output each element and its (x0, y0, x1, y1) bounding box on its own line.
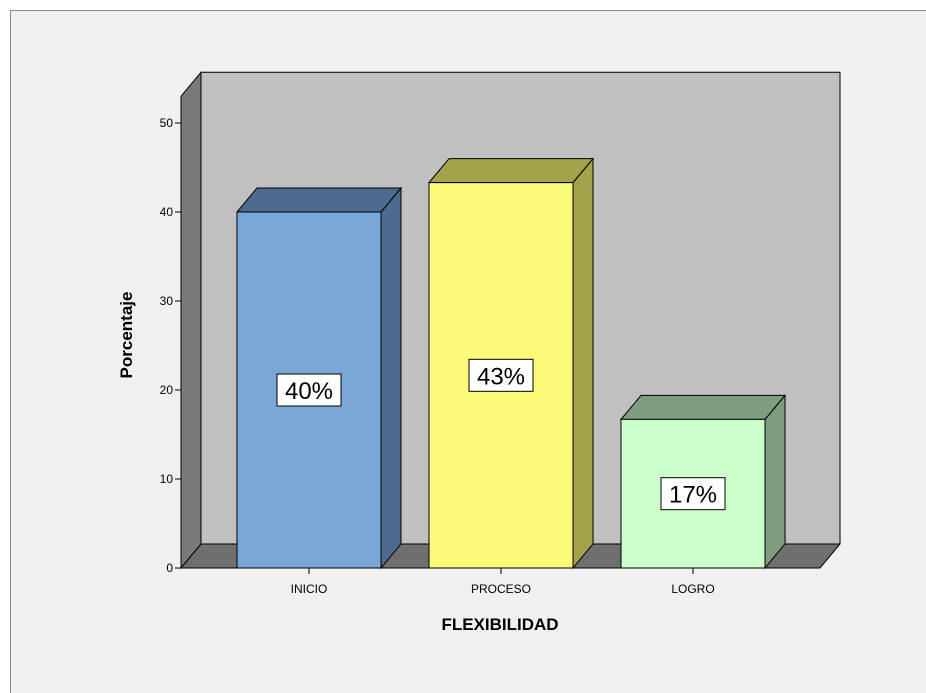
data-label-text: 43% (477, 363, 525, 390)
y-tick-label: 10 (160, 472, 174, 486)
x-tick-label: LOGRO (671, 582, 714, 596)
y-axis-title: Porcentaje (117, 292, 136, 379)
x-tick-label: INICIO (291, 582, 328, 596)
data-labels: 40% 43% 17% (276, 358, 726, 511)
y-tick-label: 40 (160, 205, 174, 219)
side-wall (180, 70, 202, 570)
y-tick-label: 0 (166, 561, 173, 575)
bar-inicio (235, 186, 403, 570)
y-tick-label: 50 (160, 116, 174, 130)
x-axis-title: FLEXIBILIDAD (441, 615, 558, 634)
bar-side (380, 186, 402, 570)
y-axis: 0 10 20 30 40 50 (160, 96, 182, 575)
y-tick-label: 30 (160, 294, 174, 308)
data-label-box (660, 477, 726, 511)
data-label-proceso: 43% (468, 358, 534, 392)
bar-top (619, 394, 787, 420)
data-label-inicio: 40% (276, 373, 342, 407)
data-label-text: 40% (285, 378, 333, 405)
y-tick-label: 20 (160, 383, 174, 397)
data-label-logro: 17% (660, 477, 726, 511)
bar-top (427, 158, 595, 184)
data-label-box (276, 373, 342, 407)
data-label-text: 17% (669, 482, 717, 509)
bar-top (235, 187, 403, 213)
x-axis: INICIO PROCESO LOGRO (291, 568, 715, 596)
bar-side (764, 393, 786, 570)
data-label-box (468, 358, 534, 392)
bar-side (572, 157, 594, 570)
x-tick-label: PROCESO (471, 582, 531, 596)
